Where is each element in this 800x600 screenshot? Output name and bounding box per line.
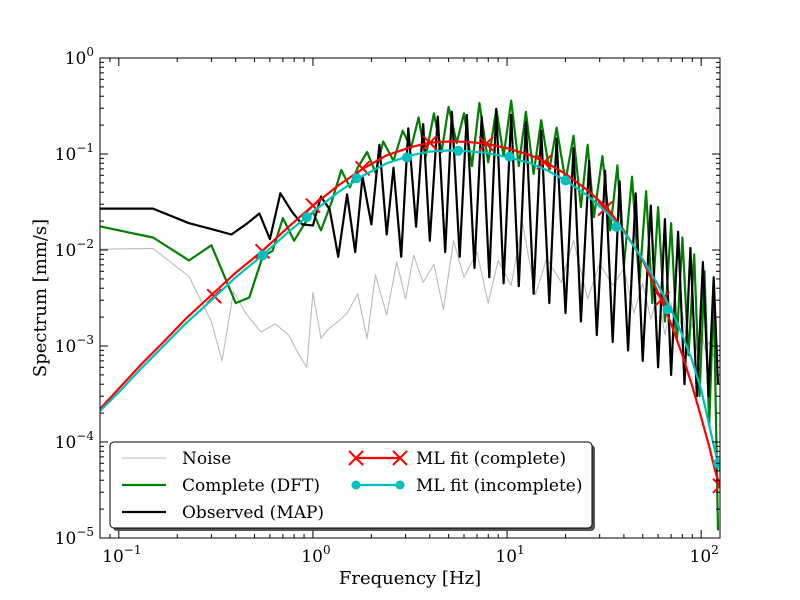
tick-base: 10 (102, 547, 124, 567)
legend-box (109, 441, 593, 529)
series-line (100, 149, 720, 472)
tick-base: 10 (55, 145, 77, 165)
x-marker-stroke (422, 135, 438, 151)
legend-item: ML fit (incomplete) (351, 476, 582, 496)
y-tick-label: 10−3 (55, 333, 94, 357)
legend-label: ML fit (incomplete) (416, 476, 582, 496)
y-tick-label: 10−2 (55, 237, 94, 261)
x-tick-label: 100 (301, 543, 330, 567)
dot-marker (611, 221, 622, 232)
legend-marker (395, 480, 405, 490)
series-ml-fit-incomplete (100, 145, 720, 472)
tick-exponent: −5 (76, 525, 94, 539)
tick-base: 10 (55, 241, 77, 261)
tick-base: 10 (55, 337, 77, 357)
dot-marker (453, 145, 464, 156)
dot-marker (401, 152, 412, 163)
x-tick-label: 101 (495, 543, 524, 567)
tick-exponent: 0 (86, 45, 94, 59)
legend-label: ML fit (complete) (416, 449, 566, 469)
dot-marker (662, 304, 673, 315)
tick-base: 10 (55, 529, 77, 549)
legend-label: Observed (MAP) (182, 503, 324, 523)
x-tick-label: 10−1 (102, 543, 141, 567)
legend-marker (392, 450, 408, 466)
tick-exponent: −1 (76, 141, 94, 155)
x-marker-stroke (354, 160, 371, 176)
x-marker (422, 135, 438, 151)
dot-marker (560, 175, 571, 186)
x-marker (597, 200, 613, 217)
legend-item: Observed (MAP) (122, 503, 324, 523)
x-marker-stroke (478, 136, 494, 152)
tick-base: 10 (301, 547, 323, 567)
dot-marker (351, 173, 362, 184)
x-marker (305, 197, 321, 214)
tick-exponent: −1 (124, 543, 142, 557)
tick-exponent: −2 (76, 237, 94, 251)
legend-item: Complete (DFT) (122, 476, 320, 496)
ticks-layer (99, 57, 720, 539)
tick-base: 10 (55, 433, 77, 453)
series-observed-map (100, 107, 720, 398)
legend-label: Complete (DFT) (182, 476, 320, 496)
tick-base: 10 (65, 49, 87, 69)
tick-base: 10 (690, 547, 712, 567)
y-tick-label: 10−1 (55, 141, 94, 165)
dot-marker (504, 151, 515, 162)
legend-label: Noise (182, 449, 231, 469)
tick-exponent: 0 (323, 543, 331, 557)
x-marker-stroke (305, 197, 321, 214)
legend-item: Noise (122, 449, 231, 469)
tick-exponent: 1 (517, 543, 525, 557)
legend-marker (348, 450, 364, 466)
x-marker-stroke (712, 484, 720, 494)
x-marker-stroke (654, 291, 670, 307)
dot-marker (257, 250, 268, 261)
x-axis-title: Frequency [Hz] (339, 568, 481, 589)
legend-marker (351, 480, 361, 490)
legend: Noise Complete (DFT) Observed (MAP) ML fit … (109, 441, 595, 531)
x-marker (478, 136, 494, 152)
y-tick-label: 10−5 (55, 525, 94, 549)
y-axis-title: Spectrum [mm/s] (30, 219, 51, 377)
tick-exponent: −3 (76, 333, 94, 347)
plot-frame (99, 57, 721, 539)
series-layer (100, 99, 720, 531)
tick-exponent: 2 (711, 543, 719, 557)
x-marker (712, 478, 720, 494)
series-line (100, 107, 720, 398)
y-tick-label: 100 (65, 45, 94, 69)
x-marker-stroke (712, 478, 720, 488)
x-tick-label: 102 (690, 543, 719, 567)
tick-base: 10 (495, 547, 517, 567)
dot-marker (301, 212, 312, 223)
x-marker-stroke (597, 200, 613, 217)
series-line (100, 140, 720, 487)
legend-item: ML fit (complete) (348, 449, 566, 469)
tick-exponent: −4 (76, 429, 94, 443)
y-tick-label: 10−4 (55, 429, 95, 453)
